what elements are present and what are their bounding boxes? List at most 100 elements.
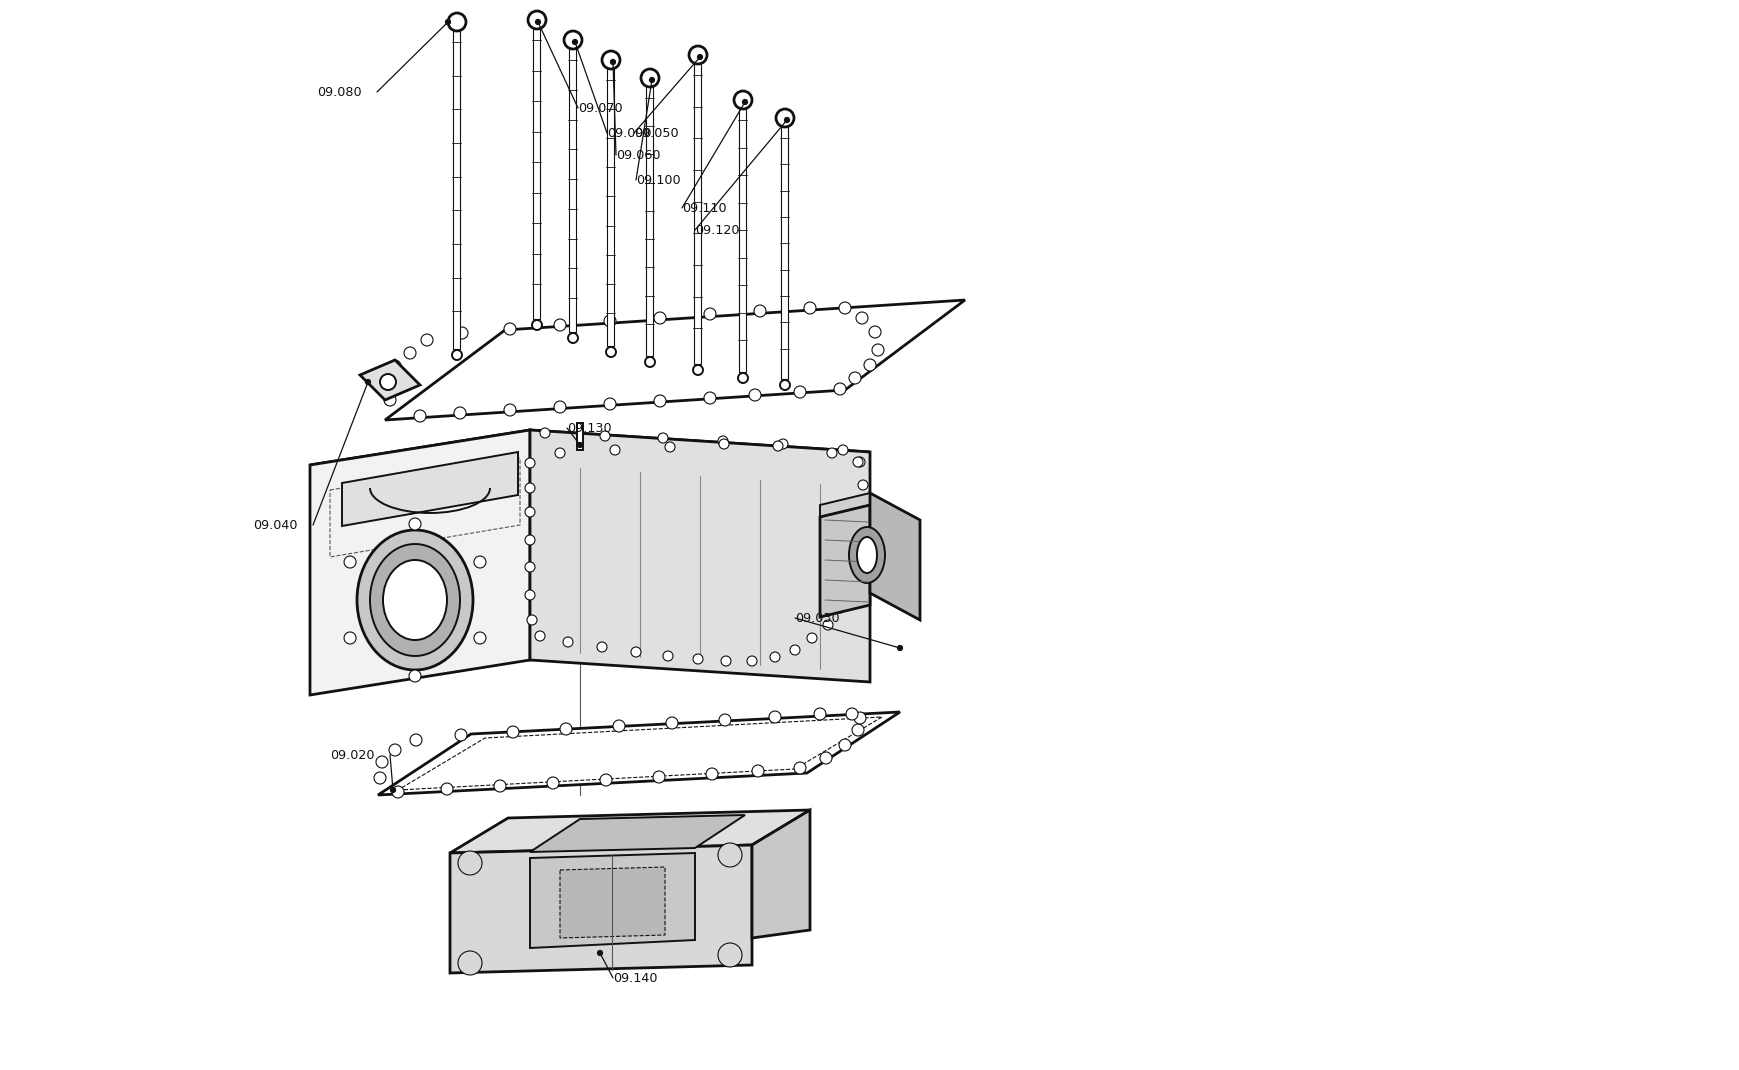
- Circle shape: [603, 398, 616, 410]
- Circle shape: [457, 951, 482, 975]
- Polygon shape: [310, 430, 870, 487]
- Polygon shape: [577, 423, 583, 450]
- Polygon shape: [534, 28, 541, 319]
- Circle shape: [718, 714, 730, 727]
- Circle shape: [456, 327, 468, 339]
- Circle shape: [421, 334, 433, 346]
- Text: 09.100: 09.100: [636, 173, 680, 186]
- Polygon shape: [647, 86, 654, 356]
- Circle shape: [525, 458, 534, 468]
- Circle shape: [856, 312, 868, 324]
- Circle shape: [645, 357, 654, 367]
- Circle shape: [784, 118, 790, 122]
- Circle shape: [391, 786, 403, 798]
- Circle shape: [525, 535, 534, 545]
- Circle shape: [504, 323, 516, 335]
- Circle shape: [819, 752, 831, 764]
- Circle shape: [864, 360, 875, 371]
- Circle shape: [473, 556, 485, 568]
- Text: 09.120: 09.120: [694, 224, 739, 236]
- Circle shape: [539, 428, 550, 438]
- Ellipse shape: [356, 530, 473, 670]
- Circle shape: [536, 19, 541, 25]
- Circle shape: [751, 765, 763, 777]
- Circle shape: [720, 656, 730, 666]
- Circle shape: [847, 555, 857, 565]
- Circle shape: [560, 723, 572, 735]
- Circle shape: [790, 645, 800, 655]
- Circle shape: [440, 783, 452, 795]
- Circle shape: [664, 442, 675, 452]
- Circle shape: [409, 518, 421, 530]
- Circle shape: [612, 720, 624, 732]
- Circle shape: [857, 480, 868, 490]
- Circle shape: [838, 445, 847, 455]
- Circle shape: [567, 333, 577, 343]
- Circle shape: [793, 762, 805, 774]
- Polygon shape: [360, 360, 419, 400]
- Circle shape: [374, 771, 386, 784]
- Circle shape: [692, 654, 703, 664]
- Circle shape: [600, 431, 610, 441]
- Text: 09.140: 09.140: [612, 972, 657, 984]
- Ellipse shape: [857, 537, 876, 574]
- Circle shape: [823, 620, 833, 630]
- Circle shape: [826, 448, 836, 458]
- Circle shape: [666, 717, 678, 729]
- Circle shape: [532, 320, 541, 330]
- Circle shape: [403, 347, 416, 360]
- Polygon shape: [819, 505, 870, 617]
- Circle shape: [897, 645, 903, 651]
- Polygon shape: [454, 30, 461, 349]
- Polygon shape: [530, 853, 694, 948]
- Circle shape: [414, 410, 426, 422]
- Polygon shape: [530, 430, 870, 682]
- Circle shape: [697, 55, 703, 60]
- Circle shape: [849, 372, 861, 384]
- Text: 09.080: 09.080: [316, 86, 362, 98]
- Text: 09.040: 09.040: [252, 519, 297, 532]
- Circle shape: [577, 443, 583, 447]
- Text: 09.110: 09.110: [682, 201, 727, 214]
- Circle shape: [534, 631, 544, 641]
- Circle shape: [842, 580, 852, 590]
- Circle shape: [447, 13, 466, 31]
- Circle shape: [704, 308, 715, 320]
- Polygon shape: [607, 68, 614, 346]
- Circle shape: [445, 19, 450, 25]
- Circle shape: [868, 326, 880, 338]
- Text: 09.020: 09.020: [330, 749, 374, 762]
- Circle shape: [838, 302, 850, 314]
- Circle shape: [777, 439, 788, 449]
- Circle shape: [457, 851, 482, 875]
- Circle shape: [772, 441, 783, 450]
- Circle shape: [603, 315, 616, 327]
- Circle shape: [555, 448, 565, 458]
- Circle shape: [344, 556, 356, 568]
- Circle shape: [852, 457, 863, 467]
- Circle shape: [602, 51, 619, 68]
- Circle shape: [525, 507, 534, 517]
- Circle shape: [454, 407, 466, 419]
- Circle shape: [793, 386, 805, 398]
- Polygon shape: [450, 810, 810, 853]
- Circle shape: [384, 376, 396, 388]
- Circle shape: [452, 350, 463, 360]
- Circle shape: [657, 433, 668, 443]
- Circle shape: [553, 401, 565, 413]
- Polygon shape: [560, 867, 664, 938]
- Polygon shape: [870, 493, 920, 620]
- Circle shape: [525, 483, 534, 493]
- Ellipse shape: [370, 544, 459, 656]
- Circle shape: [803, 302, 816, 314]
- Circle shape: [737, 373, 748, 383]
- Circle shape: [654, 395, 666, 407]
- Circle shape: [572, 40, 577, 45]
- Circle shape: [704, 392, 715, 404]
- Circle shape: [390, 788, 395, 793]
- Circle shape: [365, 380, 370, 384]
- Circle shape: [779, 380, 790, 389]
- Circle shape: [379, 374, 396, 389]
- Circle shape: [390, 744, 400, 756]
- Polygon shape: [751, 810, 810, 938]
